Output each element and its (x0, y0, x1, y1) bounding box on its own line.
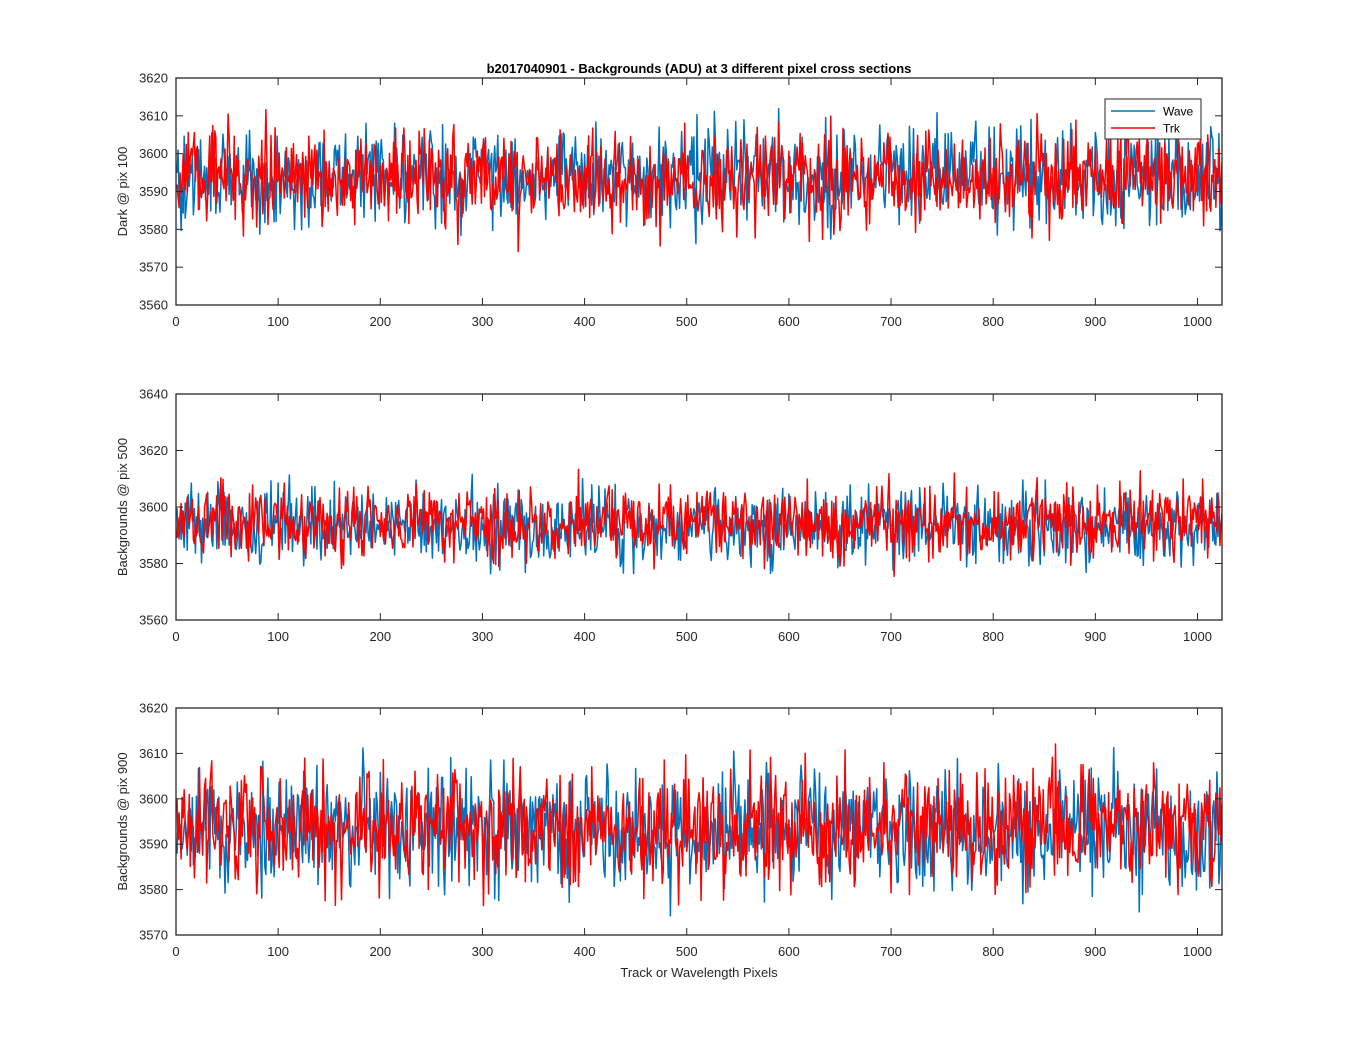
axes-box (175, 707, 1223, 936)
x-tick-label: 700 (880, 944, 902, 959)
x-tick-label: 900 (1084, 944, 1106, 959)
y-tick-label: 3620 (139, 443, 168, 458)
x-tick-label: 1000 (1183, 314, 1212, 329)
series-line-trk (176, 743, 1222, 907)
x-tick-label: 0 (172, 629, 179, 644)
y-tick-label: 3570 (139, 260, 168, 275)
x-tick-label: 500 (676, 314, 698, 329)
x-tick-label: 800 (982, 314, 1004, 329)
panel-3: 0 100 200 300 400 500 600 700 800 900 1000 3570 3580… (115, 701, 1223, 980)
legend-label-trk: Trk (1163, 122, 1181, 136)
series-group (176, 743, 1222, 917)
y-tick-label: 3600 (139, 500, 168, 515)
x-tick-label: 100 (267, 629, 289, 644)
y-axis-label: Dark @ pix 100 (115, 147, 130, 237)
x-tick-label: 300 (472, 314, 494, 329)
legend: Wave Trk (1104, 98, 1202, 140)
series-line-trk (176, 108, 1222, 253)
x-tick-label: 500 (676, 629, 698, 644)
figure-title: b2017040901 - Backgrounds (ADU) at 3 dif… (487, 61, 912, 76)
series-line-trk (176, 468, 1222, 578)
x-tick-label: 700 (880, 314, 902, 329)
x-tick-label: 600 (778, 314, 800, 329)
x-tick-label: 800 (982, 944, 1004, 959)
x-tick-label: 600 (778, 944, 800, 959)
x-tick-label: 100 (267, 944, 289, 959)
y-tick-label: 3600 (139, 791, 168, 806)
x-tick-label: 800 (982, 629, 1004, 644)
y-tick-label: 3570 (139, 928, 168, 943)
y-tick-label: 3580 (139, 556, 168, 571)
x-tick-label: 1000 (1183, 629, 1212, 644)
panel-2: 0 100 200 300 400 500 600 700 800 900 1000 3560 3580… (115, 387, 1223, 644)
series-group (176, 468, 1222, 578)
x-tick-label: 700 (880, 629, 902, 644)
y-axis-label: Backgrounds @ pix 900 (115, 752, 130, 890)
y-tick-label: 3590 (139, 837, 168, 852)
x-tick-label: 0 (172, 944, 179, 959)
x-tick-label: 600 (778, 629, 800, 644)
y-tick-label: 3620 (139, 71, 168, 86)
x-tick-label: 400 (574, 629, 596, 644)
x-tick-label: 400 (574, 944, 596, 959)
y-tick-label: 3620 (139, 701, 168, 716)
y-tick-label: 3560 (139, 298, 168, 313)
x-tick-label: 200 (369, 944, 391, 959)
y-tick-label: 3640 (139, 387, 168, 402)
x-tick-label: 300 (472, 944, 494, 959)
x-tick-label: 200 (369, 314, 391, 329)
panel-1: 0 100 200 300 400 500 600 700 800 900 1000 3560 3570… (115, 71, 1223, 329)
y-tick-label: 3610 (139, 108, 168, 123)
x-tick-label: 200 (369, 629, 391, 644)
x-tick-label: 900 (1084, 629, 1106, 644)
x-tick-label: 500 (676, 944, 698, 959)
y-tick-label: 3580 (139, 882, 168, 897)
y-tick-label: 3580 (139, 222, 168, 237)
y-axis-label: Backgrounds @ pix 500 (115, 438, 130, 576)
legend-label-wave: Wave (1163, 105, 1194, 119)
x-tick-label: 300 (472, 629, 494, 644)
x-tick-label: 400 (574, 314, 596, 329)
x-axis-label: Track or Wavelength Pixels (620, 965, 778, 980)
y-tick-label: 3610 (139, 746, 168, 761)
y-tick-label: 3560 (139, 613, 168, 628)
x-tick-label: 1000 (1183, 944, 1212, 959)
x-tick-label: 0 (172, 314, 179, 329)
panels: 0 100 200 300 400 500 600 700 800 900 100035603570… (115, 71, 1223, 980)
y-tick-label: 3600 (139, 146, 168, 161)
series-line-wave (176, 746, 1222, 917)
legend-box (1104, 98, 1202, 140)
y-tick-label: 3590 (139, 184, 168, 199)
x-tick-label: 100 (267, 314, 289, 329)
x-tick-label: 900 (1084, 314, 1106, 329)
series-group (176, 107, 1222, 253)
